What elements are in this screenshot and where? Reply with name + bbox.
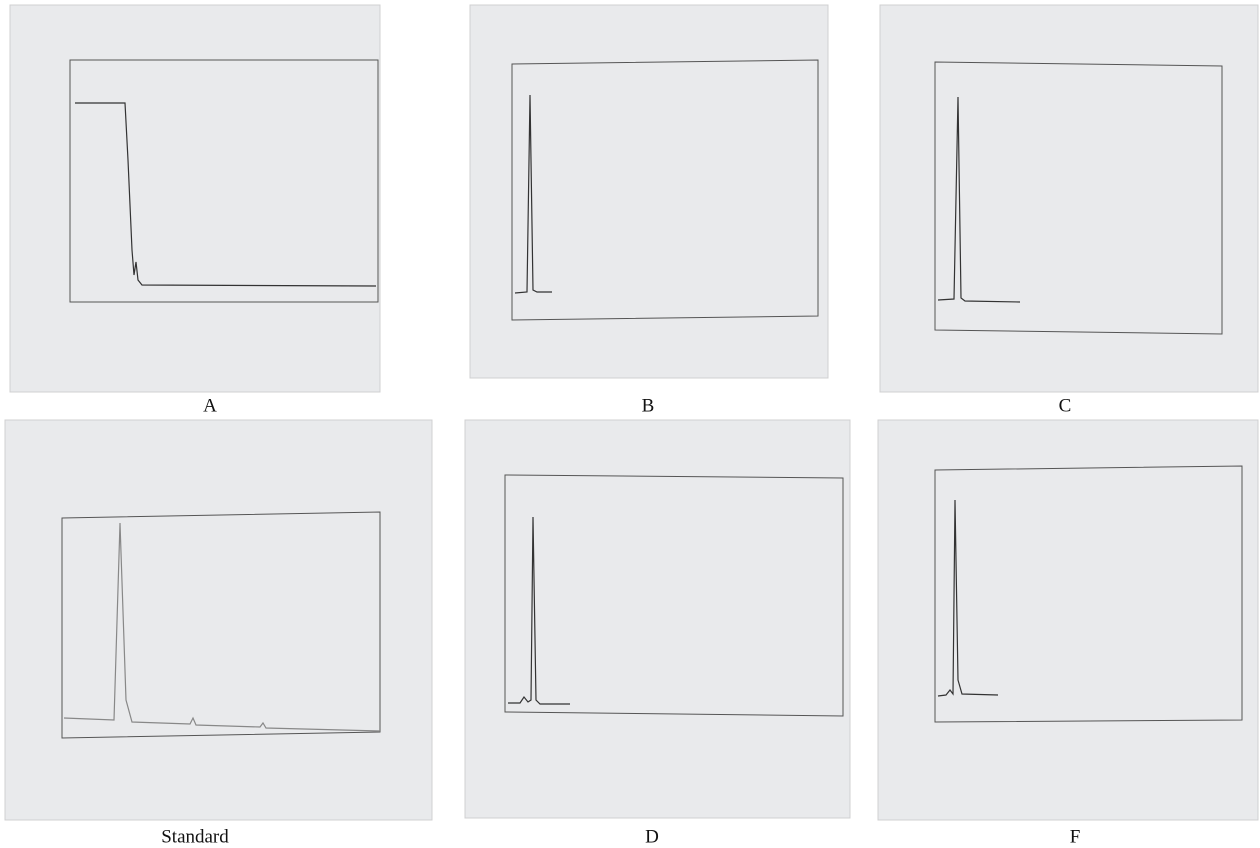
panel-label: Standard [161,826,229,847]
panel-label: B [642,395,655,416]
panel-standard: Standard [5,420,432,847]
figure: A B C Standard D F [0,0,1260,848]
panel-c: C [880,5,1258,416]
panel-label: C [1059,395,1072,416]
panel-label: A [203,395,217,416]
panel-b: B [470,5,828,416]
scan [5,420,432,820]
panel-f: F [878,420,1258,847]
panel-label: F [1070,826,1081,847]
panel-label: D [645,826,659,847]
scan [465,420,850,818]
panel-a: A [10,5,380,416]
scan [10,5,380,392]
panel-d: D [465,420,850,847]
